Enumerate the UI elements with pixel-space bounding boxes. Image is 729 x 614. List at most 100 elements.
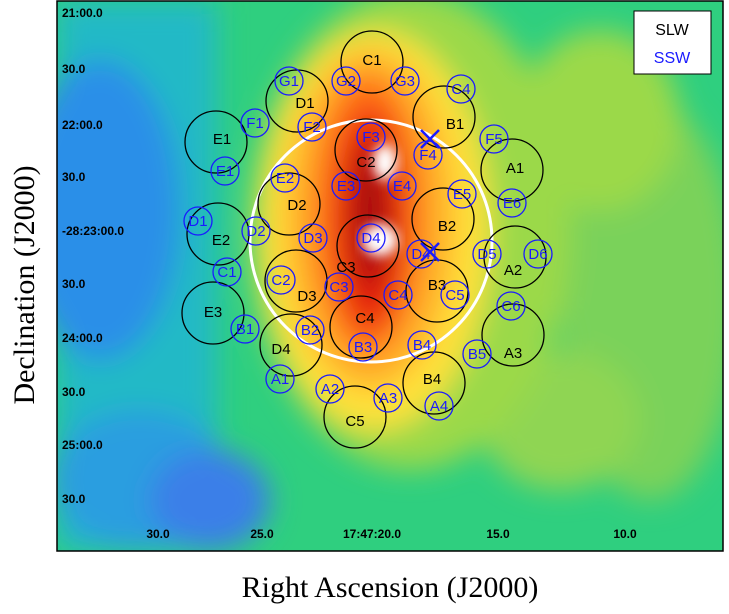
slw-detector-label: E3	[204, 304, 222, 321]
ssw-detector-label: D2	[246, 223, 265, 240]
ssw-detector-label: G1	[279, 73, 299, 90]
ssw-detector-label: G2	[336, 73, 356, 90]
ssw-detector-circle	[212, 257, 242, 287]
ssw-detector-circle	[497, 188, 527, 218]
y-tick-label: 24:00.0	[62, 331, 103, 345]
ssw-detector-label: B3	[354, 339, 372, 356]
ssw-detector-circle	[241, 216, 271, 246]
slw-detector-label: E1	[213, 131, 231, 148]
slw-detector-circle	[181, 281, 245, 345]
slw-detector-label: A2	[504, 262, 522, 279]
slw-detector-label: C2	[356, 154, 375, 171]
x-tick-label: 15.0	[486, 527, 510, 541]
ssw-detector-label: D4	[411, 246, 430, 263]
slw-detector-label: C1	[362, 52, 381, 69]
ssw-detector-label: B4	[413, 337, 431, 354]
ssw-detector-label: E5	[453, 186, 471, 203]
ssw-detector-label: E6	[503, 195, 521, 212]
ssw-detector-label: D6	[528, 246, 547, 263]
y-tick-label: 30.0	[62, 62, 86, 76]
ssw-detector-circle	[297, 112, 327, 142]
ssw-detector-circle	[387, 171, 417, 201]
x-tick-label: 17:47:20.0	[343, 527, 401, 541]
y-tick-label: 25:00.0	[62, 438, 103, 452]
slw-detector-label: D1	[295, 95, 314, 112]
cross-marker	[420, 242, 440, 262]
ssw-detector-label: C6	[501, 298, 520, 315]
slw-detector-circle	[481, 303, 545, 367]
slw-detector-label: D3	[297, 288, 316, 305]
slw-detector-label: B4	[423, 371, 441, 388]
ssw-detector-circle	[424, 391, 454, 421]
ssw-detector-circle	[462, 339, 492, 369]
ssw-detector-circle	[523, 239, 553, 269]
ssw-detector-label: F4	[419, 147, 437, 164]
ssw-detector-circle	[496, 291, 526, 321]
slw-detector-circle	[184, 110, 248, 174]
slw-detector-circle	[259, 313, 323, 377]
slw-detector-label: D2	[287, 197, 306, 214]
ssw-detector-circle	[331, 171, 361, 201]
ssw-detector-circle	[274, 66, 304, 96]
ssw-detector-label: D5	[477, 246, 496, 263]
ssw-detector-label: C3	[329, 279, 348, 296]
ssw-detector-label: G3	[395, 73, 415, 90]
ssw-detector-label: F5	[485, 131, 503, 148]
ssw-detector-label: D1	[188, 213, 207, 230]
legend: SLW SSW	[633, 10, 712, 75]
ssw-detector-label: F3	[362, 129, 380, 146]
slw-detector-circle	[323, 385, 387, 449]
slw-detector-label: A1	[506, 160, 524, 177]
slw-detector-circle	[329, 295, 393, 359]
slw-detector-circle	[483, 225, 547, 289]
y-tick-label: 30.0	[62, 170, 86, 184]
ssw-detector-circle	[324, 272, 354, 302]
ssw-detector-circle	[446, 74, 476, 104]
ssw-detector-circle	[298, 223, 328, 253]
x-tick-label: 25.0	[250, 527, 274, 541]
y-tick-label: -28:23:00.0	[62, 224, 124, 238]
ssw-detector-circle	[472, 239, 502, 269]
ssw-detector-label: B1	[236, 321, 254, 338]
slw-detector-circle	[411, 187, 475, 251]
ssw-detector-label: E2	[276, 170, 294, 187]
slw-detector-circle	[412, 85, 476, 149]
slw-detector-label: B2	[438, 218, 456, 235]
ssw-detector-circle	[270, 163, 300, 193]
ssw-detector-label: A1	[271, 371, 289, 388]
slw-detector-circle	[186, 202, 250, 266]
slw-detector-circle	[334, 118, 398, 182]
ssw-detector-label: A2	[321, 381, 339, 398]
ssw-detector-circle	[356, 122, 386, 152]
ssw-detector-circle	[348, 332, 378, 362]
x-tick-label: 10.0	[613, 527, 637, 541]
slw-detector-label: D4	[271, 341, 290, 358]
slw-detector-circle	[340, 30, 404, 94]
ssw-detector-circle	[240, 108, 270, 138]
x-axis-label: Right Ascension (J2000)	[242, 571, 539, 604]
ssw-detector-label: C5	[445, 287, 464, 304]
ssw-detector-label: D3	[303, 230, 322, 247]
ssw-detector-circle	[266, 265, 296, 295]
plot-frame	[56, 0, 724, 552]
ssw-detector-label: C4	[388, 287, 407, 304]
ssw-detector-circle	[183, 206, 213, 236]
ssw-detector-label: A4	[430, 398, 448, 415]
y-tick-label: 30.0	[62, 492, 86, 506]
slw-detector-circle	[480, 138, 544, 202]
ssw-detector-label: C2	[271, 272, 290, 289]
legend-slw: SLW	[655, 22, 689, 39]
slw-detector-circle	[336, 214, 400, 278]
x-tick-label: 30.0	[146, 527, 170, 541]
slw-detector-label: C4	[355, 310, 374, 327]
slw-detector-circle	[257, 172, 321, 236]
ssw-detector-circle	[373, 383, 403, 413]
y-tick-label: 22:00.0	[62, 118, 103, 132]
slw-detector-label: A3	[504, 345, 522, 362]
ssw-detector-label: C4	[451, 81, 470, 98]
ssw-detector-circle	[447, 179, 477, 209]
legend-ssw: SSW	[654, 50, 691, 67]
ssw-detector-label: B5	[468, 346, 486, 363]
ssw-detector-circle	[210, 156, 240, 186]
